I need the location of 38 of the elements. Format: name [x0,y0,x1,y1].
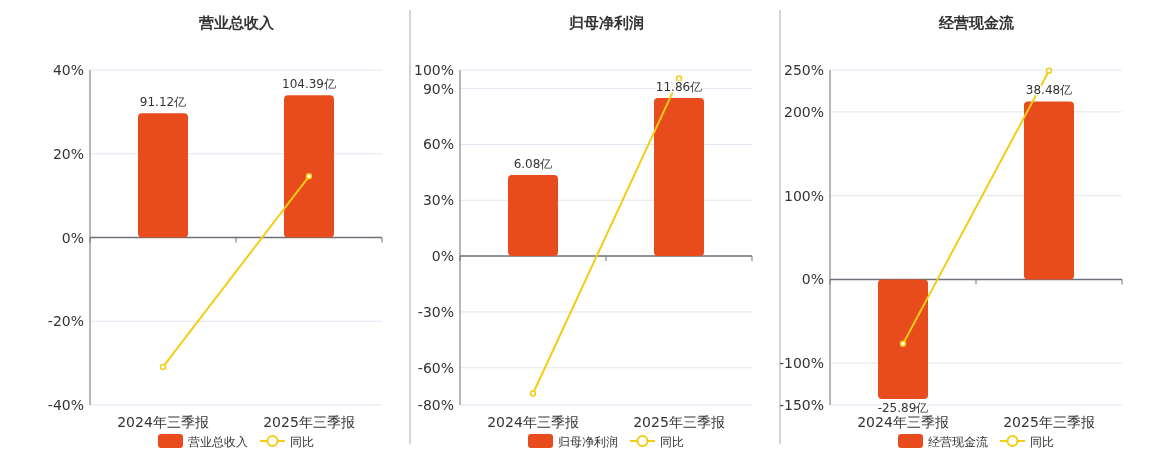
y-tick-label: 0% [61,229,84,246]
data-label: -25.89亿 [877,401,929,416]
y-tick-label: 20% [52,145,84,162]
y-tick-label: -100% [778,355,824,372]
legend-label: 归母净利润 [558,434,618,449]
legend-label: 同比 [290,434,314,449]
y-tick-label: 30% [422,192,454,209]
x-tick-label: 2024年三季报 [487,414,579,430]
chart-title: 经营现金流 [937,14,1015,32]
y-tick-label: 60% [422,136,454,153]
data-label: 6.08亿 [513,157,553,172]
chart-title: 归母净利润 [567,14,644,32]
data-label: 104.39亿 [282,77,336,92]
y-tick-label: -80% [417,397,454,413]
y-tick-label: -60% [417,359,454,376]
legend-label: 营业总收入 [188,434,248,449]
x-tick-label: 2024年三季报 [857,414,949,430]
y-tick-label: 0% [431,248,454,265]
y-tick-label: -40% [47,397,84,413]
y-tick-label: 40% [52,62,84,78]
x-tick-label: 2025年三季报 [1003,414,1095,430]
y-tick-label: 0% [801,271,824,288]
x-tick-label: 2025年三季报 [263,414,355,430]
y-tick-label: -30% [417,303,454,320]
y-tick-label: -20% [47,313,84,330]
legend-label: 经营现金流 [928,434,988,449]
legend-label: 同比 [1030,434,1054,449]
chart-title: 营业总收入 [197,14,275,32]
y-tick-label: 100% [783,187,824,204]
x-tick-label: 2025年三季报 [633,414,725,430]
y-tick-label: 200% [783,103,824,120]
x-tick-label: 2024年三季报 [117,414,209,430]
data-label: 91.12亿 [139,95,187,110]
legend-label: 同比 [660,434,684,449]
y-tick-label: 90% [422,80,454,97]
y-tick-label: -150% [778,397,824,413]
y-tick-label: 100% [413,62,454,78]
y-tick-label: 250% [783,62,824,78]
